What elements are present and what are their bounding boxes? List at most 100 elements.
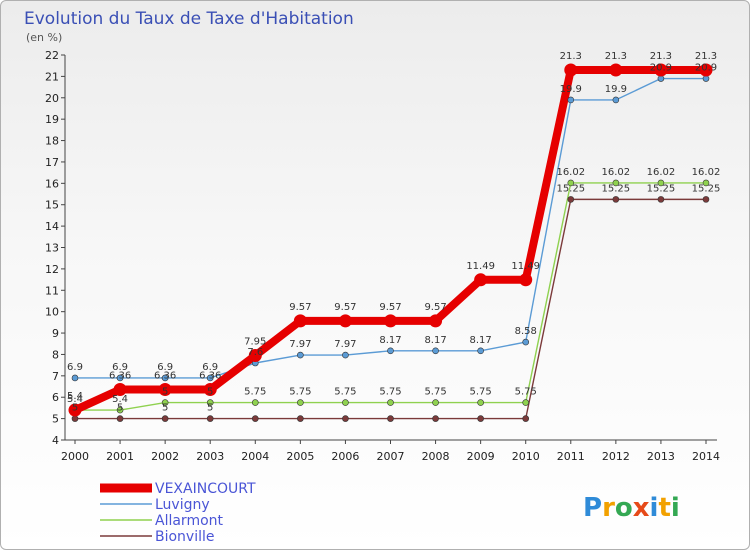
data-point [564, 63, 578, 77]
data-label: 21.3 [650, 51, 672, 62]
data-label: 9.57 [289, 302, 311, 313]
data-label: 15.25 [692, 183, 721, 194]
x-tick-label: 2010 [512, 450, 540, 463]
data-point [342, 399, 349, 406]
data-point [161, 415, 169, 422]
series-points [68, 63, 713, 422]
data-point [432, 347, 439, 355]
data-point [519, 273, 533, 287]
data-label: 7.6 [247, 347, 263, 358]
data-point [387, 399, 394, 406]
data-point [699, 63, 713, 77]
data-label: 6.9 [202, 362, 218, 373]
data-point [113, 383, 127, 397]
data-label: 5.75 [515, 387, 537, 398]
y-tick-label: 6 [52, 391, 59, 404]
x-tick-label: 2013 [647, 450, 675, 463]
data-label: 5 [162, 387, 168, 398]
y-tick-label: 4 [52, 434, 59, 447]
data-label: 16.02 [647, 167, 676, 178]
data-point [477, 415, 484, 422]
data-point [612, 196, 620, 203]
legend-item-allarmont: Allarmont [155, 513, 224, 529]
data-label: 6.36 [109, 371, 131, 382]
data-label: 6.36 [154, 371, 176, 382]
chart-title: Evolution du Taux de Taxe d'Habitation [24, 9, 354, 29]
x-tick-label: 2003 [196, 450, 224, 463]
data-point [251, 399, 259, 406]
x-tick-label: 2006 [331, 450, 359, 463]
data-label: 8.17 [470, 335, 492, 346]
x-tick-label: 2007 [377, 450, 405, 463]
data-labels: 6.9 6.9 6.9 6.9 7.6 7.97 7.97 8.17 8.17 8.17 8.58 1… [67, 51, 720, 414]
data-label: 19.9 [560, 84, 582, 95]
y-tick-label: 5 [52, 413, 59, 426]
data-label: 7.97 [334, 339, 356, 350]
data-label: 5 [117, 403, 123, 414]
data-label: 6.9 [112, 362, 128, 373]
x-tick-label: 2011 [557, 450, 585, 463]
data-label: 5 [207, 403, 213, 414]
data-point [161, 399, 169, 406]
x-tick-label: 2008 [422, 450, 450, 463]
y-tick-label: 7 [52, 370, 59, 383]
data-point [609, 63, 623, 77]
x-tick-label: 2001 [106, 450, 134, 463]
data-label: 5.75 [379, 387, 401, 398]
data-label: 5 [72, 403, 78, 414]
y-tick-label: 14 [45, 220, 59, 233]
data-label: 16.02 [556, 167, 585, 178]
legend-item-bionville: Bionville [155, 529, 215, 545]
data-label: 8.58 [515, 326, 537, 337]
data-point [657, 196, 665, 203]
data-label: 21.3 [695, 51, 717, 62]
data-point [522, 338, 530, 346]
data-label: 11.49 [511, 261, 540, 272]
data-point [429, 314, 443, 328]
y-tick-label: 10 [45, 306, 59, 319]
data-point [432, 415, 439, 422]
data-point [161, 374, 169, 382]
data-point [297, 351, 304, 359]
data-point [342, 351, 349, 359]
series-line-vexaincourt [71, 65, 710, 415]
y-tick-label: 17 [45, 156, 59, 169]
data-point [293, 314, 307, 328]
data-point [387, 347, 394, 355]
data-label: 21.3 [605, 51, 627, 62]
axes [61, 54, 717, 444]
legend-item-vexaincourt: VEXAINCOURT [155, 481, 256, 497]
data-label: 15.25 [602, 183, 631, 194]
y-tick-label: 11 [45, 284, 59, 297]
data-point [342, 415, 349, 422]
data-point [248, 349, 262, 363]
y-tick-label: 22 [45, 49, 59, 62]
y-tick-label: 15 [45, 199, 59, 212]
y-tick-label: 18 [45, 135, 59, 148]
data-label: 5.75 [244, 387, 266, 398]
data-point [522, 399, 530, 406]
data-point [297, 415, 304, 422]
x-tick-label: 2000 [61, 450, 89, 463]
data-point [206, 399, 214, 406]
data-label: 8.17 [424, 335, 446, 346]
data-point [474, 273, 488, 287]
data-label: 6.9 [67, 362, 83, 373]
data-point [612, 179, 620, 187]
y-tick-label: 21 [45, 70, 59, 83]
data-label: 5.75 [334, 387, 356, 398]
data-label: 5.4 [112, 394, 128, 405]
legend-item-luvigny: Luvigny [155, 497, 210, 513]
series-line-luvigny [74, 77, 707, 379]
data-point [116, 406, 124, 414]
data-point [338, 314, 352, 328]
y-tick-label: 19 [45, 113, 59, 126]
data-point [116, 415, 124, 422]
data-label: 5.75 [470, 387, 492, 398]
data-point [702, 179, 710, 187]
data-point [612, 96, 620, 104]
chart-subtitle: (en %) [26, 31, 62, 44]
data-point [68, 403, 82, 417]
